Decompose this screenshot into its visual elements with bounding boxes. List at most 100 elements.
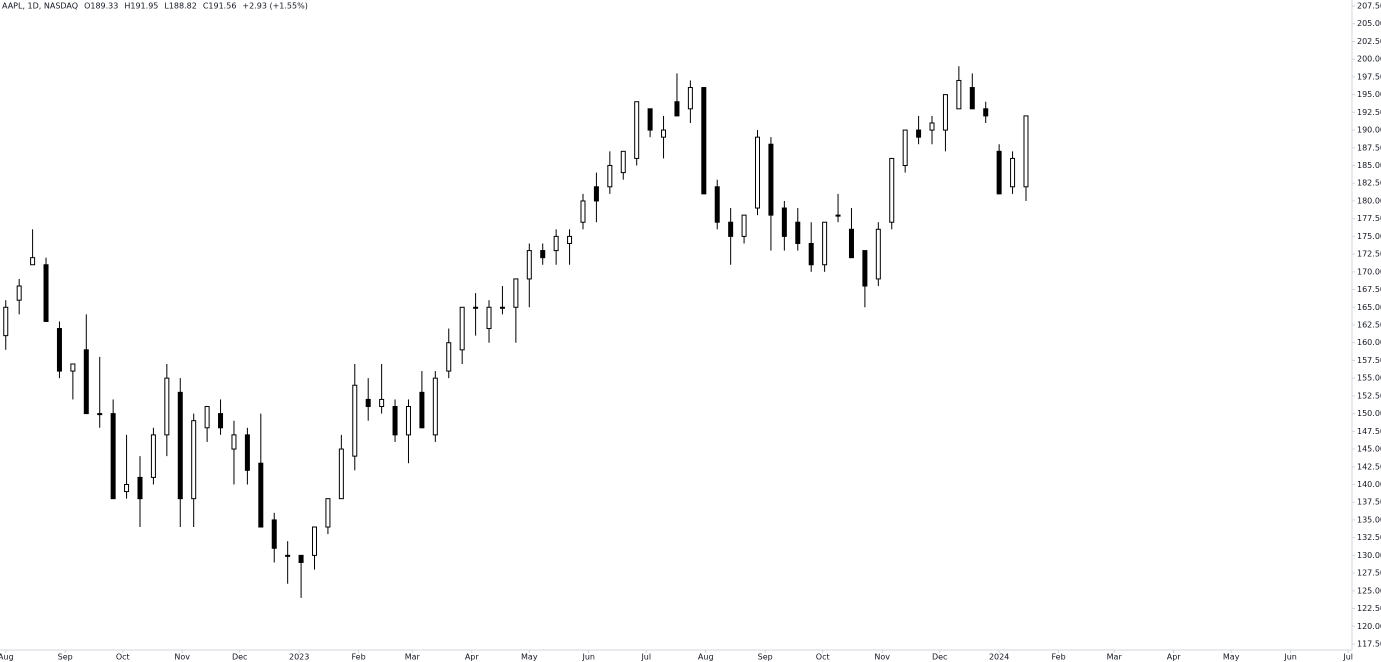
candle-body (768, 143, 774, 216)
candle-body (432, 377, 438, 436)
y-tick-label: 172.50 (1357, 250, 1381, 259)
candle-body (124, 483, 130, 493)
y-tick-label: 205.00 (1357, 19, 1381, 28)
candle-body (969, 87, 975, 110)
y-tick-label: 160.00 (1357, 338, 1381, 347)
x-tick-label: Jul (1342, 653, 1353, 662)
candle-body (1023, 115, 1029, 188)
y-tick-label: 200.00 (1357, 55, 1381, 64)
candle-body (848, 228, 854, 259)
candle-body (929, 122, 935, 131)
candle-body (405, 406, 411, 436)
candle-body (365, 398, 371, 408)
candle-body (271, 519, 277, 549)
y-tick-label: 180.00 (1357, 196, 1381, 205)
candle-body (419, 391, 425, 429)
x-tick-label: Nov (174, 653, 190, 662)
y-tick-label: 125.00 (1357, 586, 1381, 595)
candle-body (459, 306, 465, 351)
candle-body (808, 242, 814, 266)
candle-body (755, 136, 761, 209)
candle-body (701, 87, 707, 195)
candle-body (191, 420, 197, 500)
candle-body (97, 413, 103, 416)
x-tick-label: Jul (640, 653, 651, 662)
x-tick-label: Apr (465, 653, 480, 662)
y-tick-label: 175.00 (1357, 232, 1381, 241)
x-tick-label: Aug (698, 653, 714, 662)
legend-value: O189.33 (84, 2, 118, 11)
x-tick-label: Dec (232, 653, 247, 662)
candle-body (822, 221, 828, 266)
legend-value: L188.82 (164, 2, 196, 11)
candle-body (43, 264, 49, 322)
candle-body (164, 377, 170, 436)
candle-body (983, 108, 989, 117)
candle-body (218, 413, 224, 429)
candle-body (741, 214, 747, 237)
candle-body (177, 391, 183, 500)
candle-body (634, 101, 640, 159)
x-tick-label: Jun (1283, 653, 1297, 662)
y-tick-label: 142.50 (1357, 462, 1381, 471)
candle-body (714, 186, 720, 223)
y-tick-label: 137.50 (1357, 498, 1381, 507)
y-tick-label: 192.50 (1357, 108, 1381, 117)
x-tick-label: Nov (874, 653, 890, 662)
candle-body (526, 250, 532, 280)
candle-body (593, 186, 599, 202)
candle-body (875, 228, 881, 280)
x-tick-label: Sep (58, 653, 73, 662)
candle-body (661, 129, 667, 138)
candle-body (674, 101, 680, 117)
y-tick-label: 147.50 (1357, 427, 1381, 436)
x-tick-label: Sep (758, 653, 773, 662)
y-tick-label: 135.00 (1357, 515, 1381, 524)
candle-body (795, 221, 801, 244)
candle-body (352, 384, 358, 457)
x-tick-label: Feb (1052, 653, 1066, 662)
candle-body (580, 200, 586, 223)
candle-body (781, 207, 787, 237)
candle-body (325, 498, 331, 528)
y-tick-label: 157.50 (1357, 356, 1381, 365)
x-tick-label: Oct (116, 653, 130, 662)
candle-body (540, 250, 546, 259)
candle-body (231, 434, 237, 450)
y-tick-label: 162.50 (1357, 321, 1381, 330)
x-tick-label: May (521, 653, 538, 662)
x-tick-label: Jun (581, 653, 595, 662)
candle-body (338, 448, 344, 500)
candle-body (916, 129, 922, 138)
y-tick-label: 187.50 (1357, 143, 1381, 152)
y-tick-label: 190.00 (1357, 126, 1381, 135)
y-tick-label: 195.00 (1357, 90, 1381, 99)
y-tick-label: 152.50 (1357, 391, 1381, 400)
y-tick-label: 150.00 (1357, 409, 1381, 418)
x-tick-label: 2023 (289, 653, 309, 662)
candle-body (204, 406, 210, 429)
y-tick-label: 165.00 (1357, 303, 1381, 312)
x-tick-label: 2024 (989, 653, 1009, 662)
candle-body (312, 526, 318, 556)
x-tick-label: Dec (932, 653, 947, 662)
candle-body (956, 79, 962, 110)
x-tick-label: Feb (352, 653, 366, 662)
y-tick-label: 145.00 (1357, 445, 1381, 454)
x-tick-label: Oct (816, 653, 830, 662)
y-tick-label: 127.50 (1357, 569, 1381, 578)
candle-body (30, 257, 36, 266)
candle-body (620, 150, 626, 174)
legend-value: +2.93 (+1.55%) (242, 2, 307, 11)
candle-body (446, 342, 452, 372)
candle-body (553, 235, 559, 252)
candle-body (285, 554, 291, 557)
y-tick-label: 132.50 (1357, 533, 1381, 542)
candle-body (244, 434, 250, 471)
candle-body (83, 349, 89, 415)
x-tick-label: Mar (1107, 653, 1123, 662)
x-tick-label: Apr (1167, 653, 1182, 662)
candle-body (379, 398, 385, 408)
candle-body (3, 306, 9, 337)
candle-body (137, 476, 143, 500)
